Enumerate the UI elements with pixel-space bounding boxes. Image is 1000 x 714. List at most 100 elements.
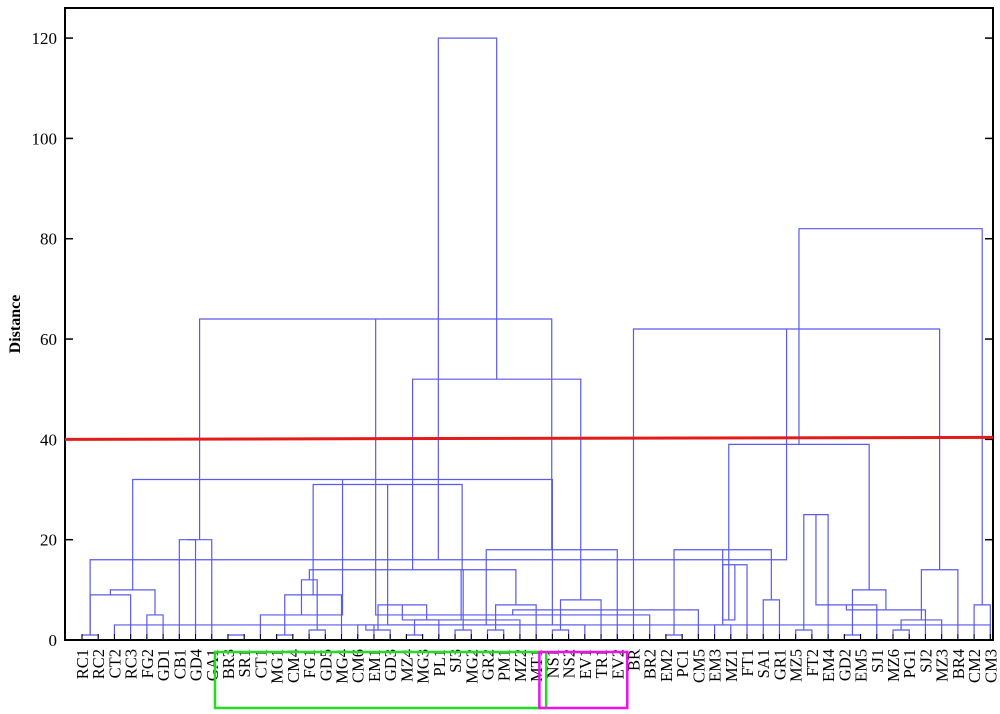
dendrogram-link — [845, 604, 927, 640]
leaf-label: BR — [624, 649, 643, 671]
dendrogram-link — [851, 589, 887, 635]
dendrogram-link — [198, 318, 553, 550]
y-tick-label: 0 — [49, 631, 58, 650]
leaf-label: SA1 — [754, 649, 773, 678]
dendrogram-link — [973, 604, 991, 640]
dendrogram-link — [892, 629, 910, 640]
leaf-label: MT1 — [527, 649, 546, 682]
leaf-label: CM3 — [981, 649, 1000, 683]
leaf-labels: RC1RC2CT2RC3FG2GD1CB1GD4GA1BR3SR1CT1MG1C… — [73, 649, 1000, 684]
dendrogram-link — [259, 479, 344, 640]
leaf-label: FG1 — [300, 649, 319, 678]
leaf-label: SJ2 — [916, 649, 935, 673]
leaf-label: GD1 — [154, 649, 173, 681]
dendrogram-link — [357, 624, 375, 640]
y-axis-ticks: 0 20 40 60 80 100 120 — [32, 29, 993, 650]
leaf-label: MG4 — [333, 649, 352, 684]
leaf-label: FG2 — [138, 649, 157, 678]
group-box-green — [213, 650, 548, 710]
dendrogram-link — [795, 629, 813, 640]
leaf-label: EM2 — [657, 649, 676, 682]
y-tick-label: 40 — [40, 430, 57, 449]
dendrogram-link — [815, 514, 878, 640]
dendrogram-link — [673, 549, 772, 635]
dendrogram-link — [146, 614, 164, 640]
dendrogram-link — [559, 599, 602, 640]
dendrogram-link — [803, 514, 829, 640]
y-tick-label: 20 — [40, 531, 57, 550]
leaf-label: EM3 — [706, 649, 725, 682]
leaf-label: MZ4 — [397, 649, 416, 682]
leaf-label: EV1 — [576, 649, 595, 679]
leaf-label: CM5 — [689, 649, 708, 683]
dendrogram-link — [413, 619, 440, 640]
y-tick-label: 80 — [40, 230, 57, 249]
leaf-label: MG2 — [462, 649, 481, 684]
leaf-label: PG1 — [900, 649, 919, 678]
leaf-label: CM4 — [284, 649, 303, 683]
leaf-label: BR3 — [219, 649, 238, 679]
leaf-label: CT2 — [105, 649, 124, 678]
leaf-label: EM4 — [819, 649, 838, 682]
y-tick-label: 60 — [40, 330, 57, 349]
leaf-label: SR1 — [235, 649, 254, 677]
leaf-label: BR2 — [641, 649, 660, 679]
dendrogram-link — [728, 443, 870, 620]
leaf-label: SJ1 — [868, 649, 887, 673]
dendrogram-link — [485, 549, 618, 640]
leaf-label: MZ1 — [722, 649, 741, 682]
leaf-label: FT2 — [803, 649, 822, 677]
dendrogram-link — [401, 604, 521, 640]
leaf-label: MZ5 — [787, 649, 806, 682]
leaf-label: PC1 — [673, 649, 692, 677]
leaf-ticks — [81, 634, 991, 640]
leaf-label: PL1 — [430, 649, 449, 677]
dendrogram-link — [713, 624, 732, 640]
leaf-label: GD4 — [187, 649, 206, 681]
dendrogram-link — [308, 569, 517, 605]
leaf-label: RC1 — [73, 649, 92, 679]
leaf-label: GD2 — [835, 649, 854, 681]
group-box-magenta — [538, 650, 629, 710]
leaf-label: MZ3 — [933, 649, 952, 682]
leaf-label: EV2 — [608, 649, 627, 679]
leaf-label: PM1 — [495, 649, 514, 681]
leaf-label: MG3 — [414, 649, 433, 684]
threshold-line — [64, 435, 994, 441]
dendrogram-link — [308, 629, 326, 640]
dendrogram-link — [132, 478, 553, 625]
leaf-label: GD3 — [381, 649, 400, 681]
leaf-label: MG1 — [268, 649, 287, 684]
leaf-label: RC2 — [89, 649, 108, 679]
dendrogram-link — [375, 318, 651, 640]
leaf-label: MZ6 — [884, 649, 903, 682]
dendrogram-link — [187, 539, 213, 640]
leaf-label: GR1 — [770, 649, 789, 680]
leaf-label: NS2 — [560, 649, 579, 678]
leaf-label: MZ2 — [511, 649, 530, 682]
y-tick-label: 100 — [32, 129, 58, 148]
leaf-label: GA1 — [203, 649, 222, 681]
leaf-label: SJ3 — [446, 649, 465, 673]
dendrogram-link — [762, 599, 781, 640]
leaf-label: CM2 — [965, 649, 984, 683]
leaf-label: BR4 — [949, 649, 968, 679]
dendrogram-links — [81, 37, 991, 640]
dendrogram-link — [486, 629, 505, 640]
dendrogram-link — [284, 594, 343, 640]
dendrogram-link — [512, 609, 699, 640]
y-axis-title: Distance — [7, 295, 24, 354]
leaf-label: NS1 — [543, 649, 562, 678]
leaf-label: GR2 — [479, 649, 498, 680]
plot-frame — [64, 7, 994, 641]
leaf-label: CT1 — [251, 649, 270, 678]
dendrogram-link — [722, 549, 736, 621]
leaf-label: CB1 — [170, 649, 189, 679]
dendrogram-link — [89, 594, 132, 640]
dendrogram-link — [920, 569, 959, 640]
leaf-label: RC3 — [122, 649, 141, 679]
dendrogram-link — [109, 589, 156, 615]
dendrogram-link — [460, 569, 464, 630]
dendrogram-link — [551, 629, 570, 640]
